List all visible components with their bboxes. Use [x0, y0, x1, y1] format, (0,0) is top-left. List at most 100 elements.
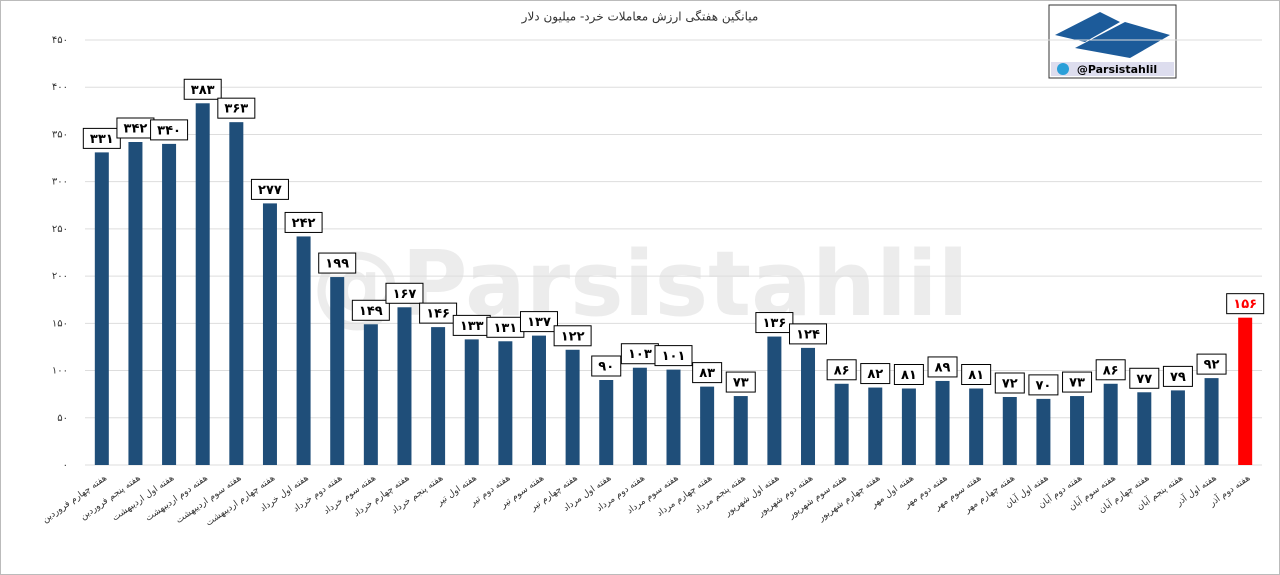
value-label-box	[725, 371, 756, 393]
value-label-box	[553, 325, 592, 347]
value-label-box	[183, 78, 222, 100]
bar	[1238, 317, 1253, 465]
bar	[464, 339, 479, 465]
y-tick-label: ۱۰۰	[52, 366, 68, 377]
bar	[935, 380, 950, 465]
value-label-box	[654, 345, 693, 367]
bar	[767, 336, 782, 465]
value-label: ۷۷	[1136, 372, 1152, 387]
value-label: ۷۹	[1170, 370, 1186, 385]
value-label: ۸۶	[834, 363, 850, 378]
bar	[195, 103, 210, 466]
value-label-box	[351, 299, 390, 321]
value-label: ۱۳۶	[762, 316, 786, 331]
value-label: ۱۳۷	[527, 315, 551, 330]
value-label-box	[385, 282, 424, 304]
value-label-box	[217, 97, 256, 119]
chart-title: میانگین هفتگی ارزش معاملات خرد- میلیون د…	[521, 10, 759, 25]
value-label-box	[755, 312, 794, 334]
bar	[128, 142, 143, 465]
y-tick-label: ۲۰۰	[52, 271, 68, 282]
value-label: ۱۲۲	[561, 329, 585, 344]
value-label: ۸۱	[968, 368, 984, 383]
value-label: ۸۲	[867, 367, 883, 382]
bar	[330, 277, 345, 465]
logo: @Parsistahlil	[1048, 4, 1177, 79]
value-label: ۳۶۳	[224, 102, 248, 117]
bar	[1036, 398, 1051, 465]
value-label-box	[1162, 365, 1193, 387]
logo-shape	[1055, 12, 1120, 42]
value-label: ۸۹	[935, 360, 951, 375]
bar	[162, 143, 177, 465]
bar	[1170, 390, 1185, 465]
value-label: ۷۰	[1035, 378, 1051, 393]
value-label: ۷۳	[1069, 376, 1085, 391]
value-label: ۸۱	[901, 368, 917, 383]
value-label: ۱۰۱	[662, 349, 686, 364]
value-label: ۱۵۶	[1233, 297, 1257, 312]
y-tick-label: ۳۰۰	[52, 177, 68, 188]
value-label-box	[789, 323, 828, 345]
bar	[565, 349, 580, 465]
value-label-box	[284, 211, 323, 233]
value-label: ۷۳	[733, 376, 749, 391]
bar	[801, 347, 816, 465]
value-label: ۳۳۱	[90, 132, 114, 147]
y-tick-label: ۵۰	[57, 413, 68, 424]
bar	[1137, 392, 1152, 465]
bar	[666, 369, 681, 465]
value-label: ۷۲	[1002, 377, 1018, 392]
value-label: ۹۰	[598, 360, 614, 375]
y-tick-label: ۳۵۰	[52, 129, 68, 140]
value-label-box	[1196, 353, 1227, 375]
bar	[901, 388, 916, 465]
logo-icon	[1057, 63, 1069, 75]
value-label-box	[1129, 367, 1160, 389]
value-label: ۲۴۲	[292, 216, 316, 231]
value-label: ۱۳۳	[460, 319, 484, 334]
value-label-box	[419, 302, 458, 324]
bar	[632, 367, 647, 465]
value-label: ۱۰۳	[628, 347, 652, 362]
value-label: ۱۹۹	[325, 257, 349, 272]
value-label: ۸۳	[699, 366, 715, 381]
value-label: ۱۴۹	[359, 304, 383, 319]
bar	[229, 122, 244, 466]
value-label: ۳۸۳	[191, 83, 215, 98]
bar	[296, 236, 311, 465]
bar	[1002, 397, 1017, 465]
value-label: ۹۲	[1204, 358, 1220, 373]
value-label-box	[961, 364, 992, 385]
bar	[700, 386, 715, 465]
value-label: ۲۷۷	[258, 183, 282, 198]
value-label: ۳۴۲	[124, 122, 148, 137]
bar	[531, 335, 546, 465]
value-label: ۸۶	[1103, 363, 1119, 378]
value-label-box	[1028, 374, 1059, 396]
bar	[834, 383, 849, 465]
value-label: ۳۴۰	[157, 123, 181, 138]
bar	[868, 387, 883, 465]
value-label-box	[927, 356, 958, 378]
bar	[733, 396, 748, 465]
value-label-box	[519, 311, 558, 333]
bar	[94, 152, 109, 465]
value-label-box	[250, 178, 289, 200]
value-label-box	[1226, 293, 1265, 315]
bar	[431, 327, 446, 465]
bar	[599, 380, 614, 465]
bar	[1204, 378, 1219, 465]
bar	[1070, 396, 1085, 465]
bar	[262, 203, 277, 465]
bar	[397, 307, 412, 465]
y-tick-label: ۴۰۰	[52, 82, 68, 93]
y-tick-label: ۱۵۰	[52, 318, 68, 329]
value-label-box	[150, 119, 189, 141]
bar	[1103, 383, 1118, 465]
value-label-box	[1062, 371, 1093, 393]
logo-band	[1051, 62, 1174, 76]
y-tick-label: ۴۵۰	[52, 35, 68, 46]
y-tick-label: ۲۵۰	[52, 224, 68, 235]
